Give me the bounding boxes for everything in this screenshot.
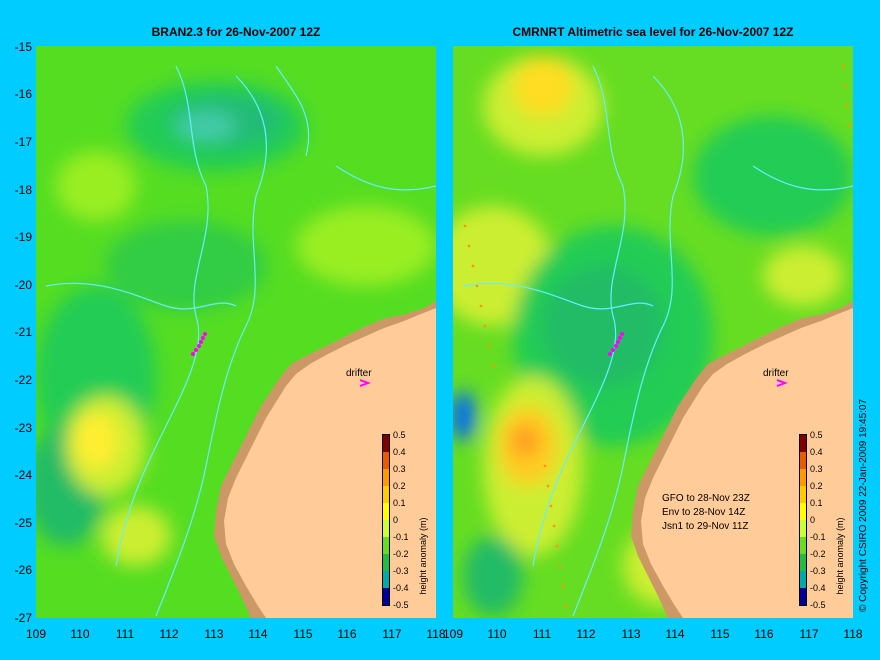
lon-label: 116 xyxy=(337,627,357,641)
colorbar-tick: -0.2 xyxy=(810,549,826,559)
colorbar-tick: 0 xyxy=(810,515,815,525)
lat-label: -26 xyxy=(14,563,32,577)
colorbar-tick: 0.1 xyxy=(810,498,823,508)
colorbar-tick: -0.2 xyxy=(393,549,409,559)
lon-label: 117 xyxy=(382,627,402,641)
lat-label: -20 xyxy=(14,278,32,292)
bathymetry-contours xyxy=(462,65,853,617)
left-map-panel: drifter 0.5 0.4 0.3 0.2 0.1 0 -0.1 -0.2 xyxy=(36,46,436,618)
satellite-notes: GFO to 28-Nov 23Z Env to 28-Nov 14Z Jsn1… xyxy=(662,493,750,532)
lat-label: -17 xyxy=(14,135,32,149)
lon-label: 115 xyxy=(293,627,313,641)
colorbar-tick: 0.2 xyxy=(393,481,406,491)
right-map-title: CMRNRT Altimetric sea level for 26-Nov-2… xyxy=(512,25,794,39)
satellite-note: Env to 28-Nov 14Z xyxy=(662,507,745,518)
drifter-legend-arrow xyxy=(776,379,788,387)
copyright-text: © Copyright CSIRO 2009 22-Jan-2009 19:45… xyxy=(858,398,869,612)
colorbar-tick: -0.3 xyxy=(393,566,409,576)
colorbar-label: height anomaly (m) xyxy=(418,517,428,594)
satellite-note: GFO to 28-Nov 23Z xyxy=(662,493,750,504)
drifter-label: drifter xyxy=(346,368,372,379)
lon-label: 113 xyxy=(204,627,224,641)
drifter-track xyxy=(191,332,207,356)
colorbar-ticks: 0.5 0.4 0.3 0.2 0.1 0 -0.1 -0.2 -0.3 -0.… xyxy=(810,430,826,610)
satellite-note: Jsn1 to 29-Nov 11Z xyxy=(662,521,749,532)
colorbar-tick: 0.5 xyxy=(393,430,406,440)
lon-label: 117 xyxy=(799,627,819,641)
colorbar-tick: 0.3 xyxy=(393,464,406,474)
colorbar-tick: -0.3 xyxy=(810,566,826,576)
colorbar-tick: -0.4 xyxy=(393,583,409,593)
colorbar-tick: 0 xyxy=(393,515,398,525)
lat-label: -27 xyxy=(14,611,32,625)
lon-label: 110 xyxy=(487,627,507,641)
colorbar-tick: -0.1 xyxy=(810,532,826,542)
lon-label: 116 xyxy=(754,627,774,641)
colorbar-tick: -0.4 xyxy=(810,583,826,593)
right-map-canvas: drifter GFO to 28-Nov 23Z Env to 28-Nov … xyxy=(453,46,853,618)
lat-label: -23 xyxy=(14,421,32,435)
colorbar-tick: -0.5 xyxy=(810,600,826,610)
colorbar-label: height anomaly (m) xyxy=(835,517,845,594)
lat-label: -16 xyxy=(14,87,32,101)
lat-label: -25 xyxy=(14,516,32,530)
drifter-label: drifter xyxy=(763,368,789,379)
lon-label: 111 xyxy=(115,627,135,641)
lon-label: 114 xyxy=(665,627,685,641)
colorbar xyxy=(799,434,807,606)
lat-label: -18 xyxy=(14,183,32,197)
colorbar-tick: 0.1 xyxy=(393,498,406,508)
lat-label: -22 xyxy=(14,373,32,387)
colorbar-tick: 0.4 xyxy=(810,447,823,457)
drifter-legend-arrow xyxy=(359,379,371,387)
lon-label: 118 xyxy=(843,627,863,641)
lat-label: -19 xyxy=(14,230,32,244)
lon-label: 115 xyxy=(710,627,730,641)
colorbar xyxy=(382,434,390,606)
lon-label: 111 xyxy=(532,627,552,641)
lat-label: -15 xyxy=(14,40,32,54)
lon-label: 118 xyxy=(426,627,446,641)
colorbar-tick: -0.5 xyxy=(393,600,409,610)
lon-label: 109 xyxy=(25,627,47,641)
lon-label: 114 xyxy=(248,627,268,641)
lon-label: 112 xyxy=(576,627,596,641)
colorbar-tick: 0.2 xyxy=(810,481,823,491)
lat-label: -24 xyxy=(14,468,32,482)
drifter-track xyxy=(608,332,624,356)
lon-label: 112 xyxy=(159,627,179,641)
left-map-title: BRAN2.3 for 26-Nov-2007 12Z xyxy=(151,25,321,39)
bathymetry-contours xyxy=(45,65,436,617)
lon-label: 113 xyxy=(621,627,641,641)
lon-label: 110 xyxy=(70,627,90,641)
colorbar-tick: 0.5 xyxy=(810,430,823,440)
lat-label: -21 xyxy=(14,325,32,339)
anomaly-contours xyxy=(36,81,436,566)
colorbar-ticks: 0.5 0.4 0.3 0.2 0.1 0 -0.1 -0.2 -0.3 -0.… xyxy=(393,430,409,610)
right-map-panel: drifter GFO to 28-Nov 23Z Env to 28-Nov … xyxy=(453,46,853,618)
colorbar-tick: 0.3 xyxy=(810,464,823,474)
altimeter-tracks xyxy=(463,64,851,608)
left-map-canvas: drifter 0.5 0.4 0.3 0.2 0.1 0 -0.1 -0.2 xyxy=(36,46,436,618)
colorbar-tick: -0.1 xyxy=(393,532,409,542)
colorbar-tick: 0.4 xyxy=(393,447,406,457)
lon-label: 109 xyxy=(442,627,464,641)
